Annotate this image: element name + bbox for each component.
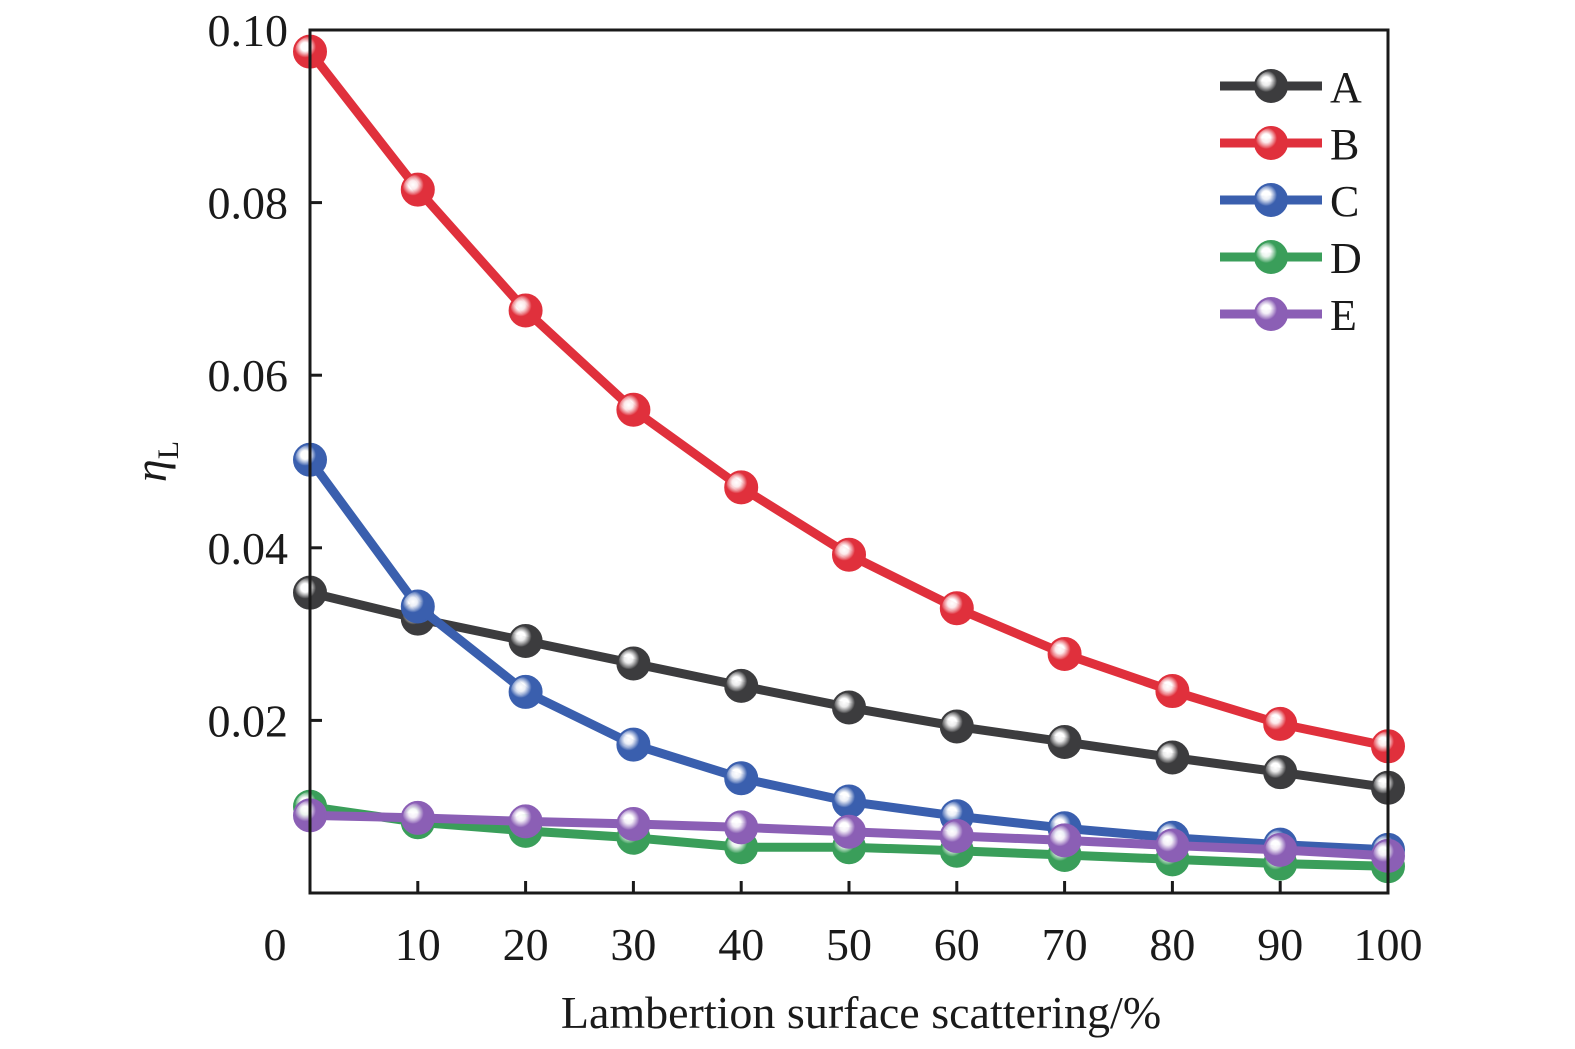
legend-marker <box>1254 183 1288 217</box>
y-tick-label: 0.10 <box>208 5 289 56</box>
x-tick-label: 20 <box>503 919 549 970</box>
series-A <box>293 575 1405 805</box>
data-point-B <box>616 392 651 427</box>
legend-marker <box>1254 126 1288 160</box>
data-point-E <box>832 814 866 849</box>
x-axis-title: Lambertion surface scattering/% <box>561 987 1161 1038</box>
data-point-E <box>400 800 435 835</box>
legend-item-B: B <box>1220 120 1359 169</box>
data-point-B <box>939 591 974 626</box>
series-line-B <box>306 48 1389 751</box>
data-point-C <box>400 589 435 624</box>
x-tick-label: 100 <box>1354 919 1423 970</box>
data-point-A <box>1155 740 1190 775</box>
data-point-B <box>724 470 759 505</box>
data-point-E <box>724 810 759 845</box>
x-tick-label: 40 <box>718 919 764 970</box>
y-tick-label: 0.04 <box>208 523 289 574</box>
data-point-E <box>939 819 974 854</box>
y-tick-label: 0.06 <box>208 350 289 401</box>
series-line-A <box>308 588 1389 793</box>
data-point-A <box>508 624 543 659</box>
series-C <box>293 442 1405 867</box>
series-E <box>293 798 1405 873</box>
data-point-E <box>508 804 543 839</box>
data-point-B <box>1263 706 1298 741</box>
data-point-E <box>616 806 651 841</box>
x-tick-label: 90 <box>1257 919 1303 970</box>
legend-label: A <box>1330 63 1362 112</box>
legend-item-C: C <box>1220 177 1359 226</box>
legend-item-E: E <box>1220 291 1357 340</box>
legend-marker <box>1254 240 1288 274</box>
data-point-A <box>939 709 974 744</box>
data-point-A <box>1263 755 1298 790</box>
data-point-B <box>1155 674 1190 709</box>
legend-label: C <box>1330 177 1359 226</box>
y-tick-label: 0.08 <box>208 178 289 229</box>
legend-label: D <box>1330 234 1362 283</box>
y-tick-label: 0.02 <box>208 695 289 746</box>
legend-item-A: A <box>1220 63 1362 112</box>
data-point-C <box>724 761 759 796</box>
legend-marker <box>1254 69 1288 103</box>
y-axis-title-subscript: L <box>152 441 185 459</box>
y-axis-title: ηL <box>125 441 185 482</box>
x-tick-label: 70 <box>1042 919 1088 970</box>
legend-item-D: D <box>1220 234 1362 283</box>
x-tick-label: 0 <box>264 919 287 970</box>
legend-label: E <box>1330 291 1357 340</box>
data-point-C <box>616 727 651 762</box>
legend-marker <box>1254 297 1288 331</box>
data-point-B <box>508 293 543 328</box>
data-point-A <box>616 646 651 681</box>
series-layer <box>293 34 1405 884</box>
data-point-A <box>832 690 866 725</box>
legend-label: B <box>1330 120 1359 169</box>
data-point-B <box>400 172 435 207</box>
x-tick-label: 30 <box>610 919 656 970</box>
y-axis-title-main: η <box>125 459 176 482</box>
data-point-A <box>724 668 759 703</box>
data-point-C <box>832 784 866 819</box>
x-tick-label: 10 <box>395 919 441 970</box>
data-point-B <box>832 537 866 572</box>
data-point-E <box>1047 823 1082 858</box>
data-point-E <box>1263 832 1298 867</box>
axis-layer: 0 10 20 30 40 50 60 70 80 90 100 0.02 0.04 0.06 0.08 0.… <box>208 5 1423 970</box>
x-tick-label: 80 <box>1149 919 1195 970</box>
x-tick-label: 50 <box>826 919 872 970</box>
data-point-A <box>1047 724 1082 759</box>
data-point-B <box>1047 636 1082 671</box>
x-tick-label: 60 <box>934 919 980 970</box>
data-point-C <box>508 674 543 709</box>
data-point-E <box>1155 828 1190 863</box>
